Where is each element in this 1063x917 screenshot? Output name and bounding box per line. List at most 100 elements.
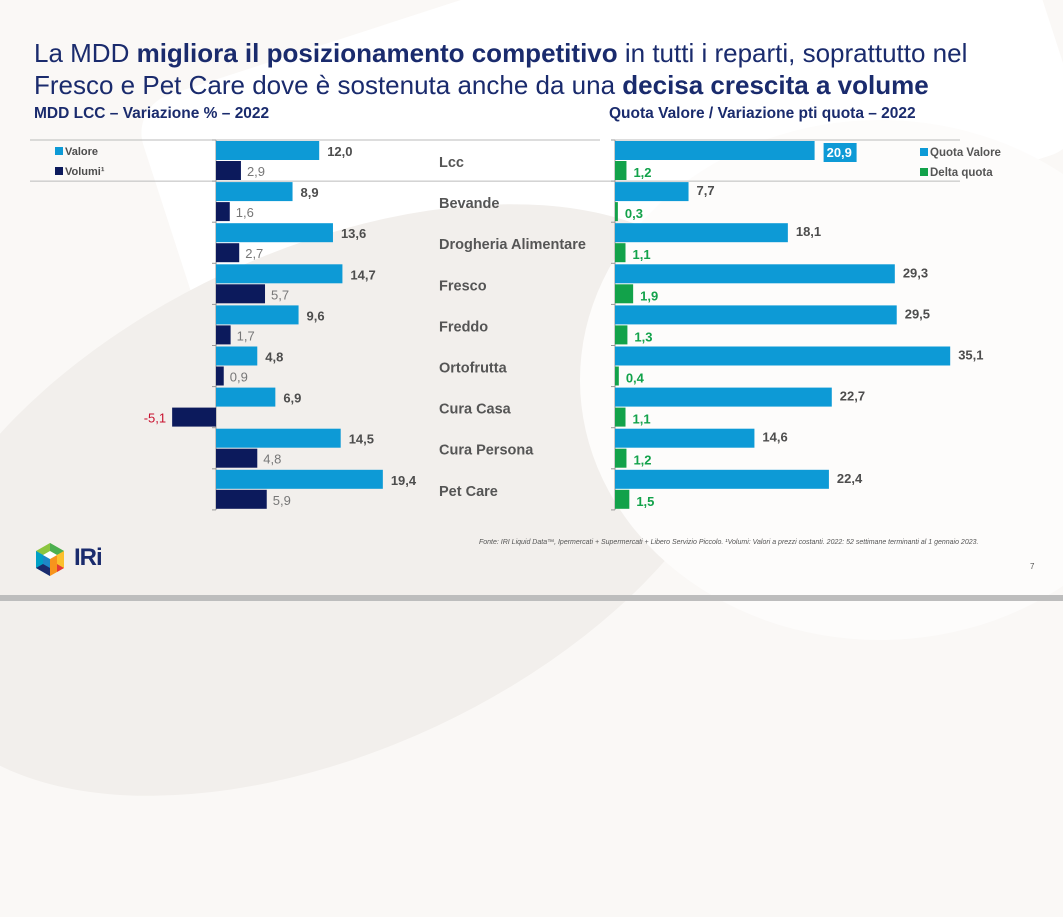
bar-delta-quota — [615, 202, 618, 222]
bar-volumi — [216, 366, 224, 386]
data-label-quota-valore: 29,3 — [903, 265, 928, 280]
bar-delta-quota — [615, 489, 630, 509]
bar-quota-valore — [615, 346, 951, 366]
data-label-quota-valore: 29,5 — [905, 306, 930, 321]
bar-quota-valore — [615, 141, 815, 160]
category-label: Lcc — [439, 155, 464, 171]
bar-quota-valore — [615, 223, 788, 243]
bar-volumi — [216, 284, 266, 304]
data-label-delta-quota: 1,2 — [633, 453, 651, 468]
bar-quota-valore — [615, 305, 897, 325]
highlight-label-box — [823, 143, 857, 162]
legend-swatch-delta-quota — [920, 168, 928, 176]
bar-valore — [216, 223, 333, 243]
data-label-volumi: 0,9 — [230, 370, 248, 385]
data-label-valore: 12,0 — [327, 144, 352, 159]
data-label-volumi: 2,9 — [247, 164, 265, 179]
data-label-delta-quota: 1,5 — [636, 494, 654, 509]
category-label: Bevande — [439, 196, 499, 212]
data-label-delta-quota: 1,1 — [633, 412, 651, 427]
bar-valore — [216, 387, 276, 407]
data-label-delta-quota: 0,3 — [625, 206, 643, 221]
legend-swatch-quota-valore — [920, 148, 928, 156]
bar-delta-quota — [615, 243, 626, 263]
bar-valore — [216, 346, 258, 366]
data-label-volumi: 1,7 — [237, 328, 255, 343]
left-chart-subtitle: MDD LCC – Variazione % – 2022 — [34, 105, 270, 122]
bar-valore — [216, 182, 293, 202]
bar-valore — [216, 264, 343, 284]
iri-logo: IRi — [30, 540, 130, 580]
right-chart-subtitle: Quota Valore / Variazione pti quota – 20… — [609, 105, 916, 122]
data-label-valore: 13,6 — [341, 226, 366, 241]
logo-text: IRi — [74, 544, 103, 571]
bar-delta-quota — [615, 366, 619, 386]
bar-quota-valore — [615, 469, 829, 489]
data-label-delta-quota: 1,9 — [640, 288, 658, 303]
bar-quota-valore — [615, 182, 689, 202]
data-label-valore: 9,6 — [307, 308, 325, 323]
data-label-quota-valore: 7,7 — [697, 183, 715, 198]
background-shape — [580, 120, 1063, 640]
category-label: Freddo — [439, 319, 488, 335]
legend-label-quota-valore: Quota Valore — [930, 147, 1001, 159]
data-label-delta-quota: 1,2 — [633, 165, 651, 180]
bar-valore — [216, 141, 320, 160]
bar-valore — [216, 428, 341, 448]
data-label-volumi-negative: -5,1 — [144, 411, 166, 426]
data-label-quota-valore: 20,9 — [827, 145, 852, 160]
cube-logo-icon — [36, 543, 64, 576]
source-note: Fonte: IRI Liquid Data™, Ipermercati + S… — [479, 539, 979, 546]
category-label: Drogheria Alimentare — [439, 237, 586, 253]
category-label: Cura Casa — [439, 402, 512, 418]
data-label-volumi: 5,7 — [271, 287, 289, 302]
data-label-quota-valore: 22,7 — [840, 389, 865, 404]
bar-volumi — [216, 448, 258, 468]
legend-label-delta-quota: Delta quota — [930, 167, 993, 179]
data-label-valore: 4,8 — [265, 350, 283, 365]
bar-delta-quota — [615, 284, 634, 304]
category-label: Cura Persona — [439, 443, 534, 459]
legend-label-valore: Valore — [65, 146, 98, 158]
bar-volumi — [216, 202, 230, 222]
page-number: 7 — [1030, 562, 1035, 571]
bar-delta-quota — [615, 448, 627, 468]
bar-delta-quota — [615, 325, 628, 345]
data-label-volumi: 2,7 — [245, 246, 263, 261]
bar-quota-valore — [615, 428, 755, 448]
category-label: Ortofrutta — [439, 361, 508, 377]
bar-quota-valore — [615, 387, 832, 407]
data-label-quota-valore: 35,1 — [958, 348, 983, 363]
title-part: La MDD — [34, 38, 137, 68]
data-label-valore: 19,4 — [391, 473, 417, 488]
data-label-quota-valore: 18,1 — [796, 224, 821, 239]
data-label-valore: 14,5 — [349, 432, 374, 447]
charts-canvas: 12,0 2,9 8,9 1,6 13,6 2,7 14,7 5,7 9,6 1,7 4,8 0,9 6… — [30, 139, 1001, 511]
bar-valore — [216, 305, 299, 325]
bar-delta-quota — [615, 161, 627, 180]
bar-quota-valore — [615, 264, 895, 284]
data-label-valore: 14,7 — [350, 267, 375, 282]
bar-delta-quota — [615, 407, 626, 427]
data-label-delta-quota: 1,3 — [634, 329, 652, 344]
data-label-valore: 6,9 — [283, 391, 301, 406]
bar-volumi — [216, 161, 241, 180]
bar-volumi — [216, 325, 231, 345]
data-label-delta-quota: 1,1 — [633, 247, 651, 262]
data-label-valore: 8,9 — [301, 185, 319, 200]
data-label-volumi: 4,8 — [263, 452, 281, 467]
bar-volumi — [216, 489, 267, 509]
bottom-rule — [0, 595, 1063, 601]
legend-label-volumi: Volumi¹ — [65, 166, 105, 178]
legend-swatch-volumi — [55, 167, 63, 175]
bar-volumi — [216, 243, 240, 263]
data-label-volumi: 1,6 — [236, 205, 254, 220]
title-part: in tutti i reparti, soprattutto nel Fres… — [34, 38, 968, 100]
title-part: migliora il posizionamento competitivo — [136, 38, 618, 68]
slide-title: La MDD migliora il posizionamento compet… — [34, 37, 1044, 101]
bar-volumi — [172, 407, 216, 427]
category-label: Pet Care — [439, 484, 498, 500]
data-label-volumi: 5,9 — [273, 493, 291, 508]
title-part: decisa crescita a volume — [622, 70, 929, 100]
category-label: Fresco — [439, 278, 487, 294]
